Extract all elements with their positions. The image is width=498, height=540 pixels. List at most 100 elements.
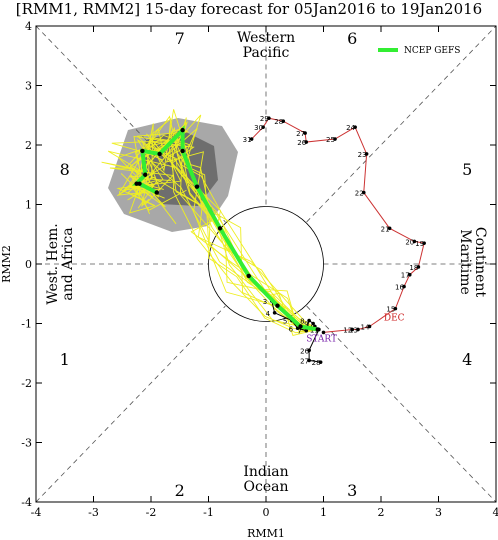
forecast-mean-point (275, 303, 280, 308)
observed-jan-point (318, 360, 323, 364)
observed-dec-day-label: 16 (395, 284, 404, 292)
observed-jan-point (311, 321, 315, 326)
observed-dec-point (412, 239, 417, 244)
x-tick-label: -1 (203, 506, 214, 519)
phase-label: 5 (462, 160, 472, 179)
forecast-mean (131, 125, 320, 332)
observed-dec-point (416, 265, 421, 269)
observed-dec-point (361, 190, 366, 195)
observed-jan-day-label: 6 (289, 325, 294, 333)
observed-dec-day-label: 20 (405, 238, 414, 246)
observed-dec-day-label: 31 (243, 136, 252, 144)
diagonal-se (306, 305, 497, 503)
observed-dec-day-label: 30 (254, 124, 263, 132)
legend-label: NCEP GEFS (404, 46, 460, 56)
observed-dec-point (303, 131, 307, 135)
region-bottom-line2: Ocean (244, 479, 289, 495)
observed-dec-point (364, 152, 369, 156)
y-tick-label: 3 (25, 80, 32, 93)
forecast-mean-point (140, 148, 145, 154)
y-tick-label: -4 (21, 496, 32, 509)
observed-jan-point (307, 318, 311, 323)
forecast-mean-point (154, 190, 159, 195)
region-right-line1: Maritime (457, 229, 473, 295)
observed-dec-day-label: 21 (381, 225, 390, 233)
observed-jan-day-label: 28 (312, 359, 321, 367)
forecast-mean-point (246, 273, 251, 279)
y-tick-label: 1 (25, 199, 32, 212)
phase-label: 6 (347, 29, 357, 48)
observed-dec-day-label: 13 (349, 326, 358, 334)
observed-dec-point (407, 272, 412, 277)
x-tick-label: -3 (88, 506, 99, 519)
observed-dec-day-label: 26 (297, 139, 306, 147)
forecast-mean-point (137, 181, 142, 186)
observed-dec-day-label: 18 (409, 264, 418, 272)
observed-jan-point (304, 328, 309, 333)
observed-dec-point (422, 241, 426, 245)
x-tick-label: 0 (263, 506, 270, 519)
observed-dec-day-label: 19 (415, 240, 424, 248)
forecast-mean-point (194, 184, 200, 189)
phase-label: 4 (462, 350, 472, 369)
ensemble-member-line (127, 138, 318, 330)
unit-circle (208, 206, 324, 322)
observed-jan-day-label: 7 (297, 328, 301, 336)
observed-jan-point (272, 310, 277, 315)
phase-label: 7 (175, 29, 185, 48)
observed-dec-point (367, 324, 372, 329)
y-tick-label: -3 (21, 437, 32, 450)
observed-jan-day-label: 9 (304, 321, 308, 329)
observed-dec-day-label: 25 (326, 136, 335, 144)
diagonal-ne (306, 25, 497, 223)
chart-title: [RMM1, RMM2] 15-day forecast for 05Jan20… (16, 0, 482, 18)
x-tick-label: 3 (435, 506, 442, 519)
phase-label: 2 (175, 481, 185, 500)
diagonal-sw (35, 305, 226, 503)
region-left-line1: West. Hem. (45, 223, 61, 304)
observed-dec-point (356, 327, 360, 332)
observed-jan-day-label: 5 (283, 318, 287, 326)
phase-label: 3 (347, 481, 357, 500)
forecast-mean-point (315, 327, 320, 332)
observed-jan-day-label: 3 (263, 298, 267, 306)
observed-dec-point (304, 140, 309, 144)
observed-dec-day-label: 27 (296, 130, 305, 138)
observed-jan-point (307, 358, 311, 363)
observed-dec-point (393, 306, 398, 311)
observed-dec-day-label: 17 (401, 272, 410, 280)
observed-dec-day-label: 15 (386, 306, 395, 314)
observed-dec-point (350, 327, 355, 332)
observed-dec-point (249, 137, 254, 141)
forecast-mean-point (157, 151, 162, 157)
y-tick-label: 2 (25, 139, 32, 152)
ensemble-member-line (125, 128, 318, 330)
x-tick-label: 2 (378, 506, 385, 519)
legend: NCEP GEFS (378, 46, 460, 56)
forecast-mean-point (180, 148, 185, 154)
region-top-line1: Western (237, 30, 295, 46)
observed-jan-day-label: 8 (300, 318, 304, 326)
observed-dec-day-label: 23 (358, 151, 367, 159)
phase-grid (35, 25, 497, 503)
observed-jan-day-label: 27 (300, 357, 309, 365)
observed-dec-point (267, 116, 271, 121)
ensemble-member-line (111, 123, 318, 334)
observed-dec-point (281, 119, 286, 123)
phase-label: 8 (60, 160, 70, 179)
annotation-start: START (306, 334, 337, 344)
forecast-mean-point (298, 324, 303, 329)
x-tick-label: 1 (320, 506, 327, 519)
y-tick-label: 0 (25, 258, 32, 271)
observed-dec-day-label: 28 (274, 118, 283, 126)
observed-dec-day-label: 14 (361, 323, 370, 331)
y-tick-label: 4 (25, 20, 32, 33)
observed-jan-point (307, 348, 311, 353)
y-tick-label: -1 (21, 318, 32, 331)
y-tick-label: -2 (21, 377, 32, 390)
observed-jan-day-label: 4 (266, 310, 271, 318)
